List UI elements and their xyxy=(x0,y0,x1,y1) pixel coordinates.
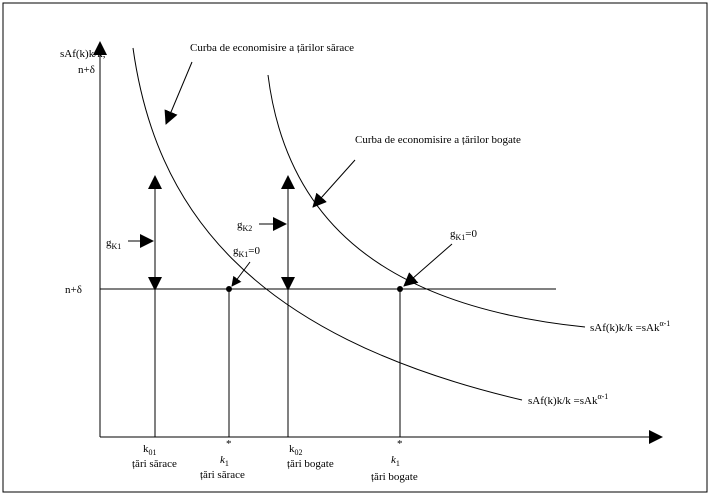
k: k xyxy=(220,454,226,466)
growth-label: gK2 xyxy=(237,219,252,233)
growth-label: gK1 xyxy=(106,237,121,251)
arrow xyxy=(231,261,251,287)
steady-state xyxy=(397,286,403,292)
g-suffix: =0 xyxy=(248,245,260,257)
y-label: n+δ xyxy=(78,64,95,76)
g: g xyxy=(233,245,239,257)
g-sub: K1 xyxy=(456,233,466,242)
arrow xyxy=(312,159,356,208)
n-delta-label: n+δ xyxy=(65,284,82,296)
eq: sAf(k)k/k =sAk xyxy=(590,322,660,334)
curve-equation: sAf(k)k/k =sAkα-1 xyxy=(528,392,608,407)
group-label: țări sărace xyxy=(132,458,177,470)
growth-zero: gK1=0 xyxy=(450,228,477,242)
group-label: țări bogate xyxy=(287,458,334,470)
arrow xyxy=(403,243,453,287)
g: g xyxy=(106,237,112,249)
k-label: k02 xyxy=(289,443,303,457)
group-label: țări bogate xyxy=(371,471,418,483)
k-star: * xyxy=(226,438,232,450)
k: k xyxy=(143,443,149,455)
steady-state xyxy=(226,286,232,292)
y-label: sAf(k)k/k, xyxy=(60,48,106,60)
curve-title: Curba de economisire a țărilor bogate xyxy=(355,134,521,146)
group-label: țări sărace xyxy=(200,469,245,481)
g-sub: K1 xyxy=(112,242,122,251)
g: g xyxy=(237,219,243,231)
g: g xyxy=(450,228,456,240)
g-sub: K1 xyxy=(239,250,249,259)
k-label: k1 xyxy=(220,454,229,468)
eq: sAf(k)k/k =sAk xyxy=(528,395,598,407)
growth-zero: gK1=0 xyxy=(233,245,260,259)
curve-title: Curba de economisire a țărilor sărace xyxy=(190,42,354,54)
curve-equation: sAf(k)k/k =sAkα-1 xyxy=(590,319,670,334)
k-sub: 01 xyxy=(149,448,157,457)
k-sub: 1 xyxy=(396,459,400,468)
g-suffix: =0 xyxy=(465,228,477,240)
k-sub: 1 xyxy=(225,459,229,468)
eq-sup: α-1 xyxy=(597,392,608,401)
poor-curve xyxy=(132,47,523,401)
k-star: * xyxy=(397,438,403,450)
k-label: k01 xyxy=(143,443,157,457)
k-label: k1 xyxy=(391,454,400,468)
k: k xyxy=(391,454,397,466)
k: k xyxy=(289,443,295,455)
g-sub: K2 xyxy=(243,224,253,233)
arrow xyxy=(164,61,193,125)
eq-sup: α-1 xyxy=(659,319,670,328)
k-sub: 02 xyxy=(295,448,303,457)
rich-curve xyxy=(267,74,586,328)
